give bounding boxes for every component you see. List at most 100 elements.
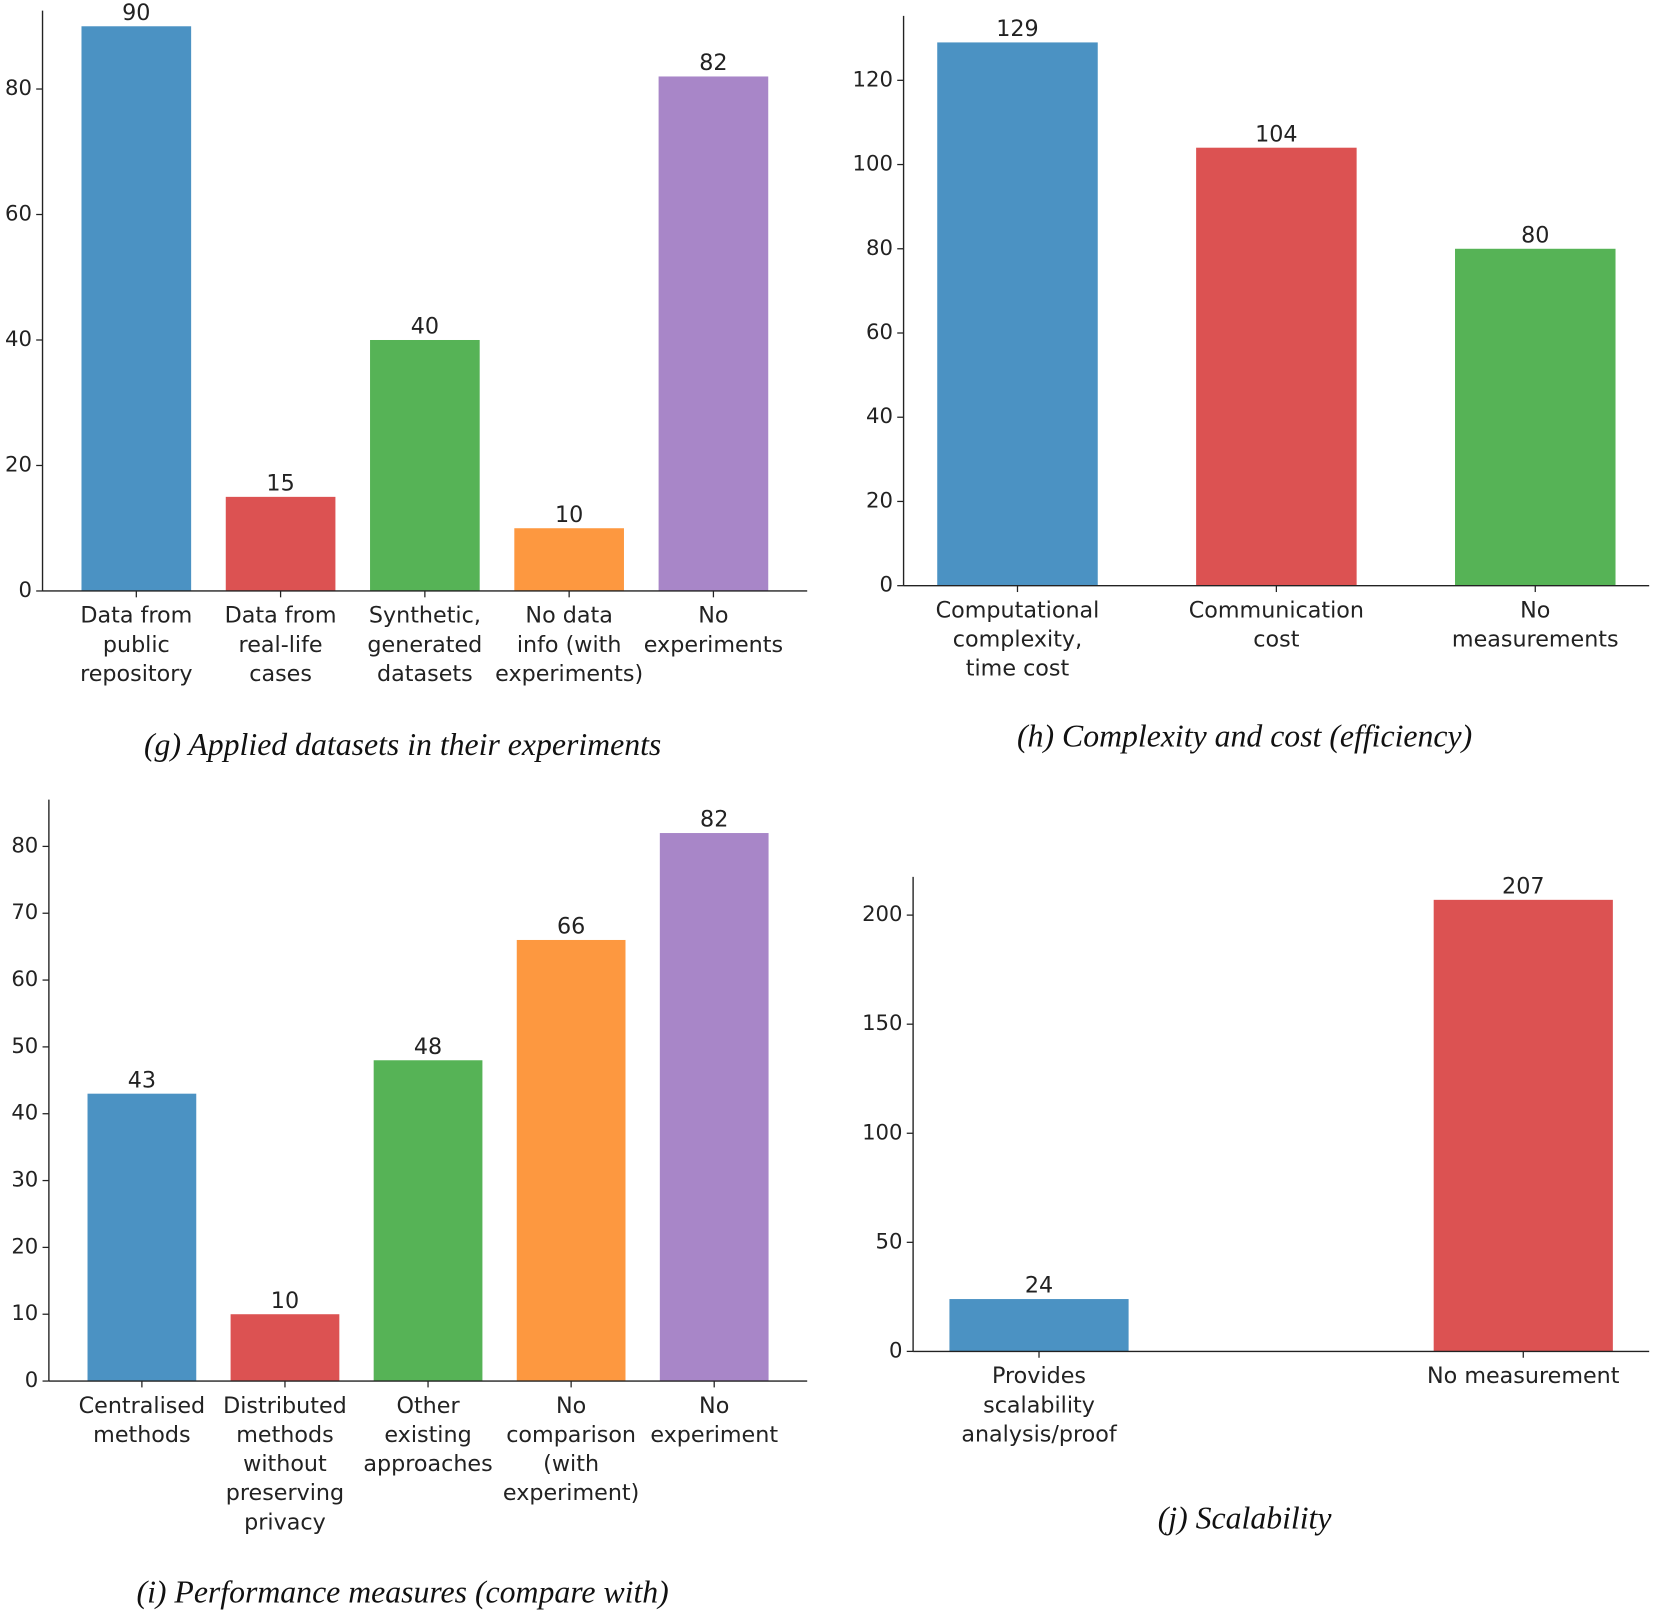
y-tick-label: 100 bbox=[853, 151, 893, 176]
caption: (h) Complexity and cost (efficiency) bbox=[1017, 719, 1472, 754]
x-tick-label: No bbox=[1520, 597, 1550, 623]
bar bbox=[659, 833, 769, 1382]
x-tick-label: complexity, bbox=[953, 627, 1082, 653]
x-tick-label: real-life bbox=[239, 632, 323, 658]
x-tick-label: experiment) bbox=[503, 1480, 639, 1506]
bar bbox=[1455, 248, 1616, 586]
x-tick-label: Distributed bbox=[223, 1393, 347, 1419]
bar bbox=[230, 1314, 340, 1382]
x-tick-label: experiments bbox=[644, 632, 783, 658]
x-tick-label: measurements bbox=[1452, 627, 1619, 653]
y-tick-label: 20 bbox=[11, 1233, 38, 1258]
y-tick-label: 0 bbox=[25, 1367, 38, 1392]
y-tick-label: 70 bbox=[11, 899, 38, 924]
y-tick-label: 10 bbox=[11, 1300, 38, 1325]
value-label: 15 bbox=[266, 471, 294, 497]
x-tick-label: public bbox=[103, 632, 170, 658]
y-tick-label: 80 bbox=[11, 832, 38, 857]
y-tick-label: 60 bbox=[11, 966, 38, 991]
x-tick-label: Other bbox=[396, 1393, 460, 1419]
x-tick-label: analysis/proof bbox=[961, 1421, 1117, 1447]
y-tick-label: 150 bbox=[862, 1010, 902, 1035]
y-tick-label: 50 bbox=[876, 1228, 903, 1253]
value-label: 10 bbox=[555, 502, 583, 528]
x-tick-label: Computational bbox=[936, 597, 1100, 623]
y-tick-label: 50 bbox=[11, 1033, 38, 1058]
value-label: 66 bbox=[557, 914, 585, 940]
value-label: 129 bbox=[996, 16, 1038, 42]
y-tick-label: 60 bbox=[5, 201, 32, 226]
value-label: 104 bbox=[1255, 121, 1297, 147]
y-tick-label: 0 bbox=[889, 1337, 902, 1362]
x-tick-label: experiments) bbox=[495, 661, 643, 687]
x-tick-label: methods bbox=[236, 1422, 333, 1448]
x-tick-label: (with bbox=[543, 1451, 599, 1477]
y-tick-label: 200 bbox=[862, 901, 902, 926]
x-tick-label: No bbox=[698, 603, 728, 629]
bar bbox=[658, 76, 769, 591]
y-tick-label: 80 bbox=[866, 235, 893, 260]
x-tick-label: No bbox=[699, 1393, 729, 1419]
value-label: 43 bbox=[128, 1067, 156, 1093]
y-tick-label: 20 bbox=[866, 487, 893, 512]
bar bbox=[949, 1299, 1129, 1352]
bar bbox=[87, 1093, 197, 1382]
x-tick-label: info (with bbox=[517, 632, 622, 658]
x-tick-label: methods bbox=[93, 1422, 190, 1448]
bar bbox=[370, 339, 480, 591]
bar bbox=[81, 26, 192, 591]
bar bbox=[937, 42, 1098, 586]
x-tick-label: datasets bbox=[377, 661, 473, 687]
value-label: 82 bbox=[700, 807, 728, 833]
x-tick-label: No bbox=[556, 1393, 586, 1419]
y-tick-label: 0 bbox=[880, 572, 893, 597]
x-tick-label: time cost bbox=[966, 656, 1070, 682]
x-tick-label: cases bbox=[249, 661, 312, 687]
y-tick-label: 0 bbox=[18, 577, 31, 602]
x-tick-label: repository bbox=[80, 661, 192, 687]
x-tick-label: Provides bbox=[992, 1363, 1086, 1389]
value-label: 80 bbox=[1521, 222, 1549, 248]
x-tick-label: generated bbox=[367, 632, 482, 658]
bar bbox=[225, 496, 336, 591]
bar bbox=[1433, 899, 1613, 1352]
bar bbox=[373, 1060, 483, 1382]
y-tick-label: 40 bbox=[5, 326, 32, 351]
x-tick-label: Centralised bbox=[79, 1393, 206, 1419]
x-tick-label: preserving bbox=[226, 1480, 344, 1506]
x-tick-label: cost bbox=[1253, 627, 1299, 653]
value-label: 24 bbox=[1025, 1273, 1053, 1299]
value-label: 48 bbox=[414, 1034, 442, 1060]
x-tick-label: Communication bbox=[1189, 597, 1364, 623]
x-tick-label: Synthetic, bbox=[369, 603, 481, 629]
y-tick-label: 120 bbox=[853, 66, 893, 91]
bar bbox=[1196, 147, 1357, 586]
y-tick-label: 60 bbox=[866, 319, 893, 344]
y-tick-label: 20 bbox=[5, 451, 32, 476]
x-tick-label: scalability bbox=[983, 1392, 1095, 1418]
y-tick-label: 40 bbox=[866, 403, 893, 428]
y-tick-label: 40 bbox=[11, 1100, 38, 1125]
value-label: 40 bbox=[411, 314, 439, 340]
y-tick-label: 80 bbox=[5, 75, 32, 100]
x-tick-label: No measurement bbox=[1427, 1363, 1620, 1389]
caption: (i) Performance measures (compare with) bbox=[137, 1574, 669, 1609]
y-tick-label: 30 bbox=[11, 1167, 38, 1192]
x-tick-label: Data from bbox=[225, 603, 337, 629]
bar bbox=[516, 939, 626, 1382]
x-tick-label: experiment bbox=[650, 1422, 778, 1448]
x-tick-label: privacy bbox=[244, 1509, 326, 1535]
value-label: 207 bbox=[1502, 873, 1544, 899]
x-tick-label: Data from bbox=[80, 603, 192, 629]
bar bbox=[514, 528, 624, 591]
x-tick-label: without bbox=[243, 1451, 327, 1477]
x-tick-label: approaches bbox=[363, 1451, 492, 1477]
x-tick-label: existing bbox=[384, 1422, 471, 1448]
value-label: 82 bbox=[699, 50, 727, 76]
caption: (j) Scalability bbox=[1158, 1500, 1333, 1535]
x-tick-label: No data bbox=[525, 603, 612, 629]
value-label: 10 bbox=[271, 1288, 299, 1314]
value-label: 90 bbox=[122, 0, 150, 26]
